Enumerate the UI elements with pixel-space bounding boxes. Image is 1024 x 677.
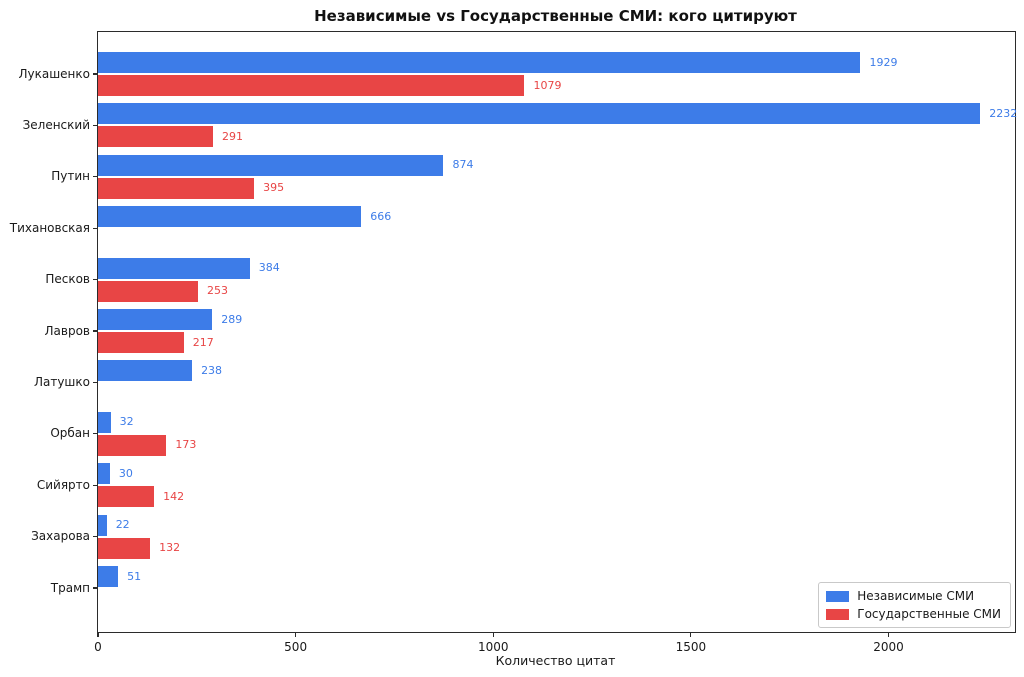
y-tick-label: Песков <box>45 272 90 287</box>
x-tick-mark <box>690 632 692 637</box>
y-tick-mark <box>93 381 98 383</box>
legend: Независимые СМИ Государственные СМИ <box>818 582 1011 628</box>
bar-value-label: 217 <box>192 335 214 349</box>
bar-independent-media <box>98 411 111 433</box>
y-tick-label: Трамп <box>50 580 90 595</box>
x-tick-mark <box>295 632 297 637</box>
bar-state-media <box>98 332 184 353</box>
x-tick-label: 0 <box>94 640 102 654</box>
y-tick-mark <box>93 124 98 126</box>
x-tick-label: 500 <box>284 640 308 654</box>
bar-independent-media <box>98 360 193 382</box>
bar-value-label: 22 <box>115 518 130 532</box>
legend-item-independent-media: Независимые СМИ <box>826 589 1001 603</box>
bar-value-label: 1929 <box>869 55 898 69</box>
bar-independent-media <box>98 257 250 279</box>
y-tick-label: Орбан <box>50 426 90 441</box>
bar-independent-media <box>98 103 981 125</box>
y-tick-label: Латушко <box>33 374 90 389</box>
x-tick-mark <box>887 632 890 637</box>
legend-label-state-media: Государственные СМИ <box>857 607 1001 621</box>
y-tick-mark <box>93 227 98 229</box>
y-tick-label: Захарова <box>31 529 90 544</box>
bar-value-label: 874 <box>452 158 474 172</box>
x-tick-label: 1000 <box>477 640 509 654</box>
y-tick-label: Тихановская <box>9 220 90 235</box>
x-axis-title: Количество цитат <box>495 653 616 668</box>
bar-value-label: 173 <box>175 438 197 452</box>
y-tick-label: Лукашенко <box>18 66 90 81</box>
y-tick-mark <box>93 176 98 178</box>
bar-value-label: 253 <box>207 284 228 298</box>
bar-value-label: 142 <box>163 489 185 503</box>
bar-value-label: 395 <box>263 181 285 195</box>
y-tick-mark <box>93 279 98 281</box>
y-tick-label: Лавров <box>44 323 90 338</box>
y-tick-label: Путин <box>51 169 90 184</box>
bar-value-label: 291 <box>222 129 244 143</box>
y-tick-label: Сийярто <box>36 477 90 492</box>
bar-state-media <box>98 280 198 302</box>
bar-state-media <box>98 434 167 456</box>
bar-independent-media <box>98 463 110 485</box>
bar-independent-media <box>98 514 107 536</box>
x-tick-label: 1500 <box>675 640 707 654</box>
bar-independent-media <box>98 566 119 587</box>
legend-swatch-independent-media <box>826 590 850 602</box>
bar-state-media <box>98 486 155 508</box>
bar-value-label: 2232 <box>989 106 1018 120</box>
y-tick-mark <box>93 330 98 332</box>
bar-value-label: 666 <box>370 209 392 223</box>
x-tick-mark <box>97 632 99 637</box>
y-tick-mark <box>93 73 98 75</box>
y-tick-mark <box>93 484 98 486</box>
y-tick-mark <box>93 587 98 589</box>
bar-independent-media <box>98 206 362 228</box>
bar-independent-media <box>98 154 444 176</box>
bar-value-label: 51 <box>127 569 142 583</box>
plot-area: Независимые СМИ Государственные СМИ Лука… <box>10 31 1018 654</box>
legend-item-state-media: Государственные СМИ <box>826 607 1001 621</box>
bar-state-media <box>98 75 525 96</box>
bar-independent-media <box>98 52 861 73</box>
bar-independent-media <box>98 309 213 330</box>
bar-state-media <box>98 177 255 199</box>
bar-value-label: 30 <box>118 466 133 480</box>
bar-value-label: 289 <box>221 312 243 326</box>
bar-value-label: 1079 <box>533 78 562 92</box>
legend-swatch-state-media <box>826 608 850 620</box>
bar-value-label: 238 <box>201 363 223 377</box>
y-tick-mark <box>93 536 98 538</box>
bar-value-label: 384 <box>258 261 280 275</box>
x-tick-label: 2000 <box>873 640 904 654</box>
y-tick-label: Зеленский <box>22 117 90 132</box>
y-tick-mark <box>93 433 98 435</box>
bar-value-label: 132 <box>159 541 181 555</box>
legend-label-independent-media: Независимые СМИ <box>857 589 975 603</box>
bar-value-label: 32 <box>119 415 134 429</box>
bar-state-media <box>98 537 151 559</box>
bar-state-media <box>98 126 214 148</box>
chart-title: Независимые vs Государственные СМИ: кого… <box>314 7 797 25</box>
x-tick-mark <box>492 632 494 637</box>
